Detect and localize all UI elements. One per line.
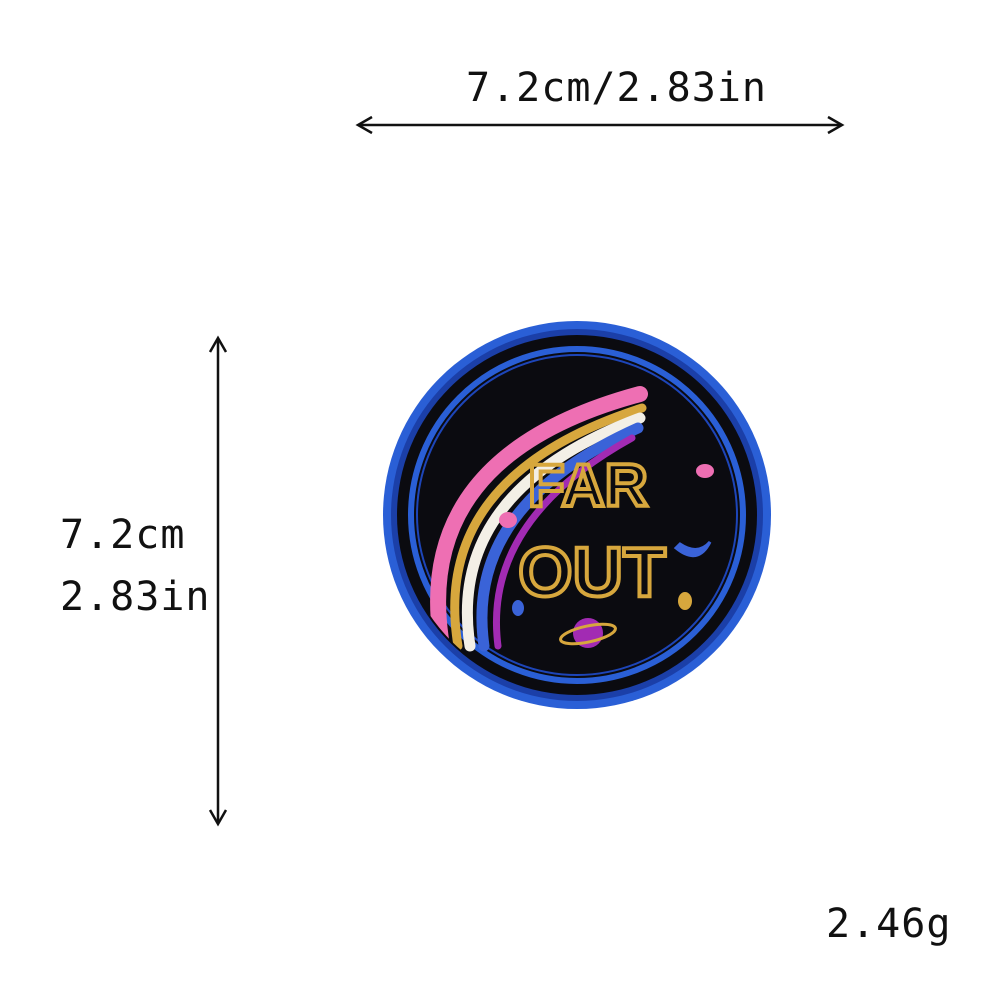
gold-dot-icon [678, 592, 692, 610]
blue-crescent-icon [673, 540, 712, 558]
weight-label: 2.46g [826, 901, 952, 947]
rainbow-comet-icon [430, 386, 648, 654]
pink-dot-icon [696, 464, 714, 478]
patch-text-far: FAR [528, 452, 648, 519]
width-dimension-label: 7.2cm/2.83in [466, 65, 767, 111]
patch-text-out: OUT [518, 533, 666, 611]
far-out-patch-image: FAR OUT [383, 321, 771, 709]
blue-dot-icon [512, 600, 524, 616]
horizontal-arrow-icon [355, 115, 845, 135]
planet-icon [559, 618, 617, 648]
height-in-label: 2.83in [60, 574, 211, 620]
vertical-arrow-icon [208, 335, 228, 827]
height-cm-label: 7.2cm [60, 512, 186, 558]
pink-dot-icon [499, 512, 517, 528]
